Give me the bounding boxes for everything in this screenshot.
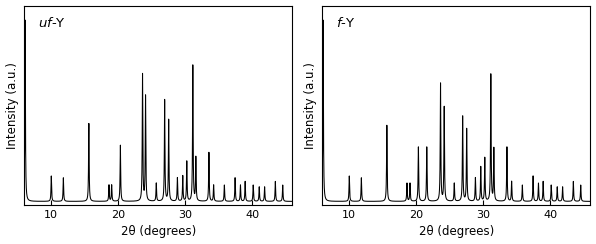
Y-axis label: Intensity (a.u.): Intensity (a.u.) xyxy=(303,62,316,149)
Y-axis label: Intensity (a.u.): Intensity (a.u.) xyxy=(5,62,18,149)
Text: $\mathit{f}$-Y: $\mathit{f}$-Y xyxy=(336,16,355,30)
Text: $\mathit{uf}$-Y: $\mathit{uf}$-Y xyxy=(38,16,66,30)
X-axis label: 2θ (degrees): 2θ (degrees) xyxy=(418,225,494,238)
X-axis label: 2θ (degrees): 2θ (degrees) xyxy=(120,225,196,238)
